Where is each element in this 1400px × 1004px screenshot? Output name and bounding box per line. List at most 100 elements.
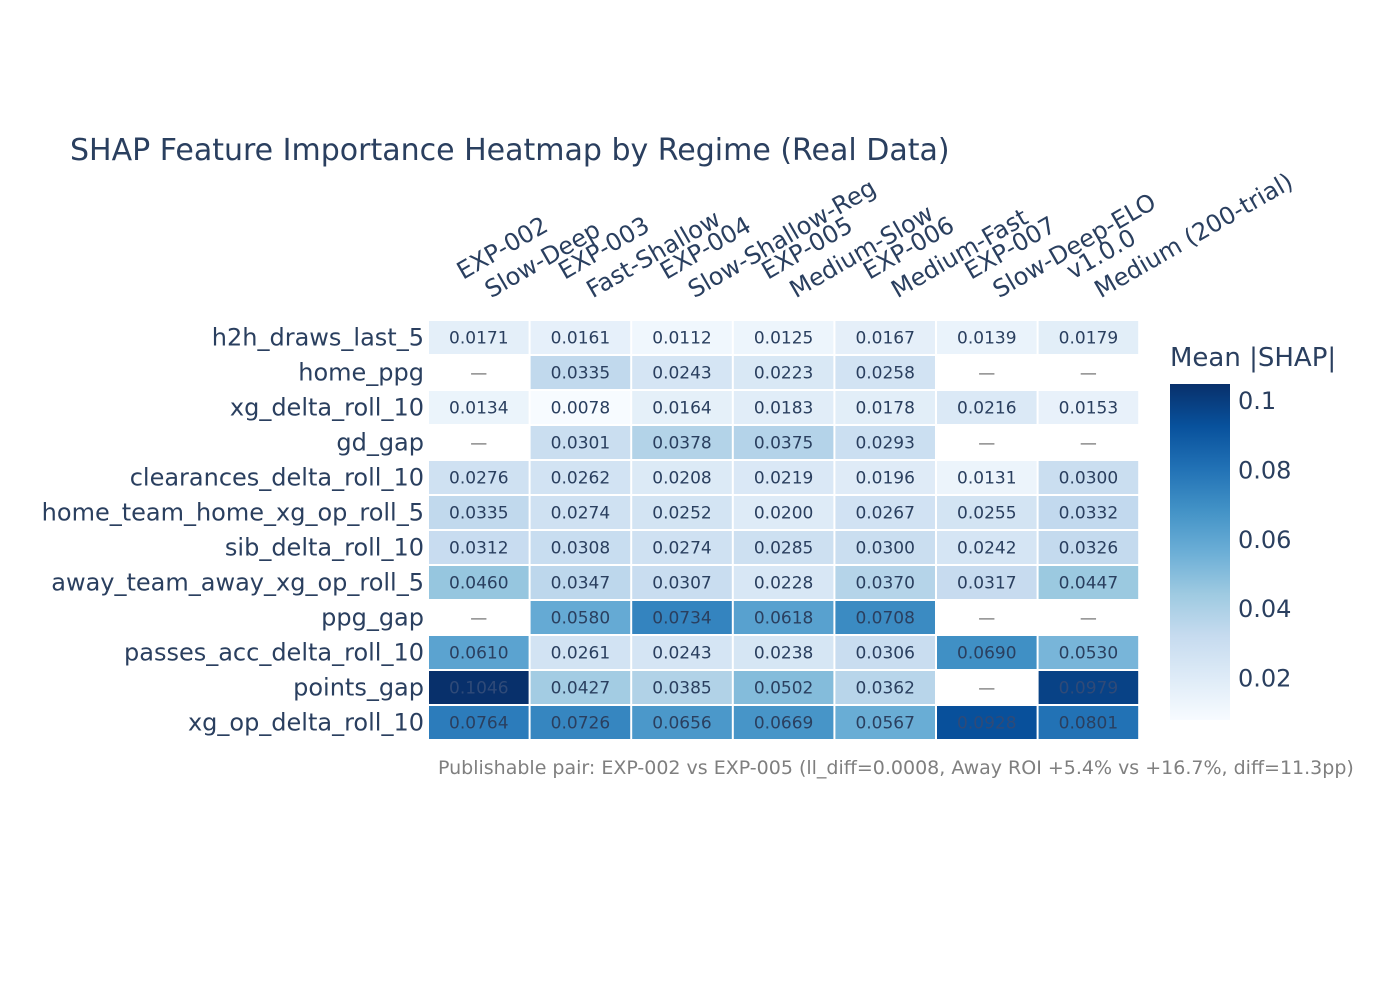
heatmap-cell-value: 0.0502 bbox=[754, 679, 813, 699]
heatmap-cell-value: 0.0301 bbox=[551, 434, 610, 454]
heatmap-cell-value: 0.0134 bbox=[449, 399, 508, 419]
heatmap-cell-value: 0.0726 bbox=[551, 714, 610, 734]
heatmap-cell bbox=[530, 601, 631, 634]
heatmap-cell-value: 0.0258 bbox=[855, 364, 914, 384]
heatmap-cell-value: 0.0183 bbox=[754, 399, 813, 419]
colorbar: Mean |SHAP| 0.02 0.04 0.06 0.08 0.1 bbox=[1170, 343, 1336, 720]
heatmap-cell bbox=[429, 531, 529, 564]
row-labels: h2h_draws_last_5 home_ppg xg_delta_roll_10… bbox=[42, 324, 424, 737]
heatmap-cell-value: 0.0335 bbox=[449, 504, 508, 524]
heatmap-cell-value: 0.0252 bbox=[652, 504, 711, 524]
heatmap-cell bbox=[632, 636, 732, 669]
heatmap-cell-value: 0.0385 bbox=[652, 679, 711, 699]
row-label: away_team_away_xg_op_roll_5 bbox=[51, 569, 424, 597]
colorbar-gradient bbox=[1170, 384, 1230, 720]
heatmap-cell-value: 0.0167 bbox=[855, 329, 914, 349]
heatmap-cell bbox=[733, 496, 834, 529]
heatmap-cell-value: 0.0764 bbox=[449, 714, 508, 734]
row-label: xg_op_delta_roll_10 bbox=[188, 709, 424, 737]
row-label: home_team_home_xg_op_roll_5 bbox=[42, 499, 424, 527]
heatmap-cell-value: 0.0276 bbox=[449, 469, 508, 489]
heatmap-cell bbox=[835, 356, 935, 389]
heatmap-cell-value: 0.0370 bbox=[855, 574, 914, 594]
heatmap-cell bbox=[733, 706, 834, 739]
heatmap-cell bbox=[530, 496, 631, 529]
heatmap-cell bbox=[835, 566, 935, 599]
heatmap-cell bbox=[937, 531, 1037, 564]
heatmap-cell-value: 0.0308 bbox=[551, 539, 610, 559]
missing-cell-label: — bbox=[470, 609, 487, 629]
heatmap-cell bbox=[835, 461, 935, 494]
heatmap-cell bbox=[530, 426, 631, 459]
row-label: points_gap bbox=[293, 674, 424, 702]
heatmap-cell-value: 0.0332 bbox=[1059, 504, 1118, 524]
heatmap-cell bbox=[632, 321, 732, 354]
row-label: home_ppg bbox=[298, 359, 424, 387]
heatmap-cell-value: 0.0208 bbox=[652, 469, 711, 489]
heatmap-cell bbox=[1038, 706, 1139, 739]
heatmap-cell bbox=[530, 566, 631, 599]
row-label: ppg_gap bbox=[321, 604, 424, 632]
heatmap-cell bbox=[835, 671, 935, 704]
heatmap-cell bbox=[530, 461, 631, 494]
heatmap-cell bbox=[937, 706, 1037, 739]
heatmap-cell-value: 0.1046 bbox=[449, 679, 508, 699]
heatmap-cell bbox=[835, 321, 935, 354]
heatmap-cell bbox=[733, 426, 834, 459]
heatmap-cell bbox=[733, 321, 834, 354]
heatmap-cell-value: 0.0690 bbox=[957, 644, 1016, 664]
heatmap-cell bbox=[937, 636, 1037, 669]
heatmap-cell-value: 0.0178 bbox=[855, 399, 914, 419]
heatmap-cell-value: 0.0200 bbox=[754, 504, 813, 524]
missing-cell-label: — bbox=[978, 434, 995, 454]
colorbar-tick-label: 0.04 bbox=[1238, 595, 1291, 623]
heatmap-cell bbox=[835, 426, 935, 459]
heatmap-cell bbox=[632, 706, 732, 739]
heatmap-cell-value: 0.0801 bbox=[1059, 714, 1118, 734]
heatmap-cell bbox=[835, 496, 935, 529]
heatmap-cell-value: 0.0242 bbox=[957, 539, 1016, 559]
heatmap-cell bbox=[937, 321, 1037, 354]
heatmap-cell bbox=[937, 496, 1037, 529]
missing-cell-label: — bbox=[1080, 434, 1097, 454]
heatmap-cell bbox=[632, 566, 732, 599]
heatmap-cell bbox=[632, 356, 732, 389]
heatmap-cell-value: 0.0228 bbox=[754, 574, 813, 594]
heatmap-cell bbox=[632, 531, 732, 564]
heatmap-cell bbox=[530, 636, 631, 669]
heatmap-cell-value: 0.0307 bbox=[652, 574, 711, 594]
heatmap-cell bbox=[429, 461, 529, 494]
heatmap-cell bbox=[733, 566, 834, 599]
missing-cell-label: — bbox=[978, 679, 995, 699]
heatmap-cell-value: 0.0112 bbox=[652, 329, 711, 349]
heatmap-cell bbox=[835, 601, 935, 634]
heatmap-cell bbox=[429, 706, 529, 739]
heatmap-cell bbox=[733, 601, 834, 634]
missing-cell-label: — bbox=[470, 364, 487, 384]
heatmap-cell-value: 0.0306 bbox=[855, 644, 914, 664]
heatmap-cell-value: 0.0669 bbox=[754, 714, 813, 734]
heatmap-cell bbox=[733, 671, 834, 704]
heatmap-cell-value: 0.0153 bbox=[1059, 399, 1118, 419]
colorbar-title: Mean |SHAP| bbox=[1170, 343, 1336, 373]
heatmap-cell bbox=[632, 426, 732, 459]
heatmap-cell bbox=[937, 461, 1037, 494]
heatmap-cell bbox=[1038, 496, 1139, 529]
heatmap-cell bbox=[835, 706, 935, 739]
heatmap-cell bbox=[733, 356, 834, 389]
row-label: xg_delta_roll_10 bbox=[230, 394, 424, 422]
heatmap-cell-value: 0.0223 bbox=[754, 364, 813, 384]
heatmap-cell bbox=[530, 321, 631, 354]
heatmap-cell-value: 0.0610 bbox=[449, 644, 508, 664]
heatmap-cell-value: 0.0274 bbox=[551, 504, 610, 524]
footnote-annotation: Publishable pair: EXP-002 vs EXP-005 (ll… bbox=[438, 757, 1354, 779]
heatmap-cell-value: 0.0243 bbox=[652, 364, 711, 384]
heatmap-cell bbox=[632, 671, 732, 704]
heatmap-cell-value: 0.0078 bbox=[551, 399, 610, 419]
heatmap-cell-value: 0.0261 bbox=[551, 644, 610, 664]
heatmap-cell bbox=[429, 321, 529, 354]
heatmap-cell-value: 0.0219 bbox=[754, 469, 813, 489]
heatmap-cell-value: 0.0378 bbox=[652, 434, 711, 454]
heatmap-cell bbox=[1038, 391, 1139, 424]
